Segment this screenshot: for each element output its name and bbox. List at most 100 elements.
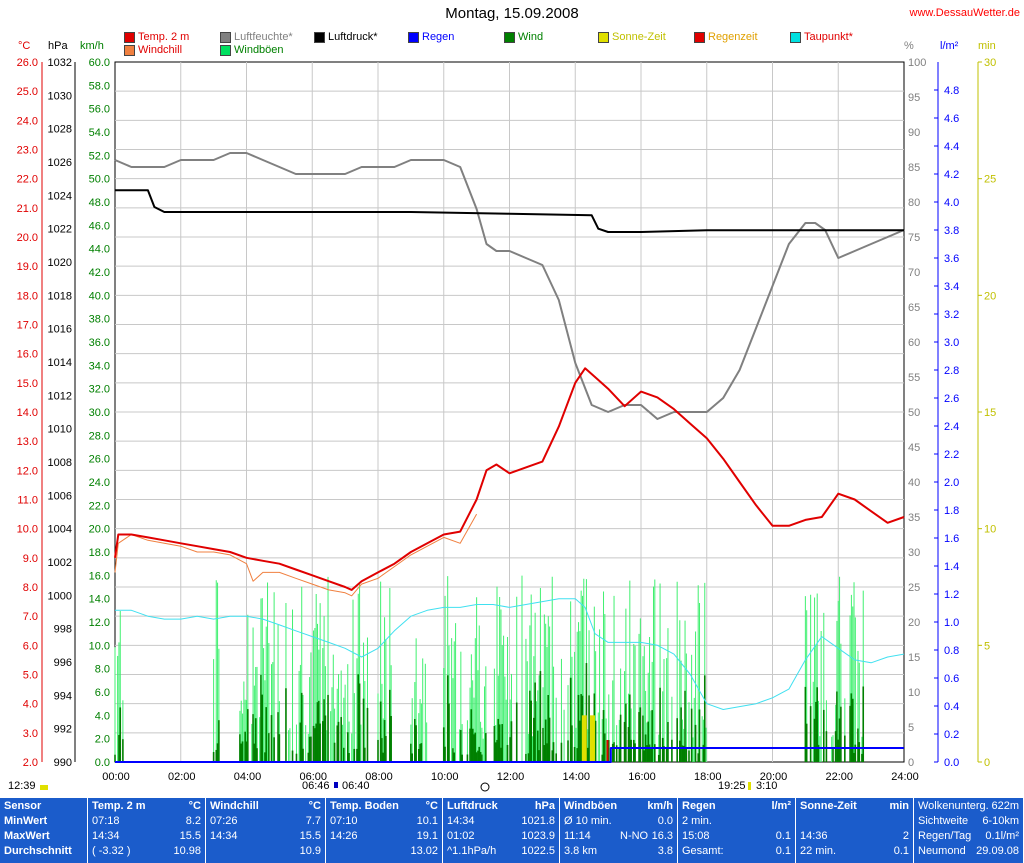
rain-tick-label: 1.2	[944, 589, 959, 601]
footer-cell-label: 07:18	[92, 815, 120, 827]
footer-column: Sensor MinWert MaxWert Durchschnitt	[0, 798, 88, 863]
sun-tick-label: 15	[984, 407, 996, 419]
humidity-tick-label: 20	[908, 617, 920, 629]
temp-tick-label: 2.0	[23, 757, 38, 769]
footer-cell-label: 11:14	[564, 830, 591, 842]
x-tick-label: 10:00	[431, 771, 459, 783]
wind-tick-label: 8.0	[95, 664, 110, 676]
humidity-tick-label: 65	[908, 302, 920, 314]
legend-item: Temp. 2 m	[124, 31, 189, 43]
humidity-tick-label: 100	[908, 57, 926, 69]
rain-tick-label: 1.6	[944, 533, 959, 545]
humidity-tick-label: 80	[908, 197, 920, 209]
legend-label: Regen	[422, 31, 455, 43]
footer-cell-value: 0.1	[775, 830, 791, 842]
wind-tick-label: 46.0	[89, 220, 110, 232]
humidity-tick-label: 15	[908, 652, 920, 664]
x-tick-label: 18:00	[694, 771, 722, 783]
wind-tick-label: 56.0	[89, 104, 110, 116]
footer-cell-label: 3.8 km	[564, 845, 598, 857]
temp-tick-label: 16.0	[17, 349, 38, 361]
series-line-luftfeuchte	[114, 152, 905, 420]
moonrise-time: 3:10	[756, 780, 778, 792]
series-line-luftdruck	[115, 189, 904, 233]
footer-row: 13.02	[326, 844, 442, 859]
rain-tick-label: 2.8	[944, 365, 959, 377]
footer-column: Luftdruck hPa 14:34 1021.8 01:02 1023.9 ^1.1hP…	[443, 798, 560, 863]
footer-cell-label: 15:08	[682, 830, 710, 842]
sun-tick-label: 30	[984, 57, 996, 69]
legend-item: Sonne-Zeit	[598, 31, 666, 43]
footer-head-unit: km/h	[647, 800, 673, 812]
pressure-tick-label: 1006	[48, 490, 72, 502]
footer-head-label: Temp. Boden	[330, 800, 399, 812]
site-link[interactable]: www.DessauWetter.de	[909, 7, 1020, 19]
humidity-tick-label: 55	[908, 372, 920, 384]
legend-item: Windchill	[124, 44, 182, 56]
x-tick-label: 02:00	[168, 771, 196, 783]
wind-tick-label: 58.0	[89, 80, 110, 92]
humidity-tick-label: 60	[908, 337, 920, 349]
footer-cell-label: 14:34	[92, 830, 120, 842]
footer-cell-label: 2 min.	[682, 815, 712, 827]
sunshine-bar	[581, 715, 587, 762]
footer-cell-value: 2	[902, 830, 909, 842]
pressure-tick-label: 1024	[48, 190, 72, 202]
wind-tick-label: 14.0	[89, 594, 110, 606]
footer-cell-mid: N-NO	[620, 830, 649, 842]
rain-tick-label: 1.4	[944, 561, 959, 573]
footer-head-label: Regen	[682, 800, 716, 812]
footer-head-unit: l/m²	[771, 800, 791, 812]
series-line-windchill	[114, 513, 478, 597]
humidity-tick-label: 45	[908, 442, 920, 454]
footer-head: Temp. Boden °C	[326, 798, 442, 814]
wind-tick-label: 6.0	[95, 687, 110, 699]
footer-row: MaxWert	[0, 829, 87, 844]
temp-tick-label: 21.0	[17, 203, 38, 215]
rain-tick-label: 1.0	[944, 617, 959, 629]
humidity-tick-label: 35	[908, 512, 920, 524]
footer-head: Sensor	[0, 798, 87, 814]
humidity-tick-label: 5	[908, 722, 914, 734]
pressure-tick-label: 1020	[48, 257, 72, 269]
rain-tick-label: 0.6	[944, 673, 959, 685]
footer-cell-label: 22 min.	[800, 845, 837, 857]
footer-head: Luftdruck hPa	[443, 798, 559, 814]
footer-head-label: Luftdruck	[447, 800, 498, 812]
legend-swatch	[220, 44, 231, 56]
rain-tick-label: 3.2	[944, 309, 959, 321]
rain-tick-label: 4.4	[944, 141, 959, 153]
series-line-temp2m	[114, 367, 905, 591]
footer-cell-value: 10.9	[299, 845, 321, 857]
temp-tick-label: 18.0	[17, 290, 38, 302]
footer-column: Sonne-Zeit min 14:36 2 22 min. 0.1	[796, 798, 914, 863]
temp-tick-label: 12.0	[17, 465, 38, 477]
footer-cell-value: 1023.9	[521, 830, 555, 842]
rain-tick-label: 3.6	[944, 253, 959, 265]
footer-head: Wolkenunterg. 622m	[914, 798, 1023, 814]
footer-cell-value: 0.1	[893, 845, 909, 857]
legend-swatch	[220, 31, 231, 43]
footer-row: 14:36 2	[796, 829, 913, 844]
pressure-tick-label: 1008	[48, 457, 72, 469]
wind-tick-label: 20.0	[89, 524, 110, 536]
pressure-tick-label: 1016	[48, 324, 72, 336]
sunrise-marker	[334, 782, 338, 788]
footer-cell-value: 0.1l/m²	[985, 830, 1019, 842]
x-tick-label: 20:00	[760, 771, 788, 783]
footer-cell-label: 07:10	[330, 815, 358, 827]
wind-tick-label: 28.0	[89, 430, 110, 442]
legend-label: Luftfeuchte*	[234, 31, 293, 43]
wind-axis-title: km/h	[80, 40, 104, 52]
temp-tick-label: 9.0	[23, 553, 38, 565]
footer-head-label: Wolkenunterg.	[918, 800, 989, 812]
pressure-tick-label: 1028	[48, 124, 72, 136]
temp-tick-label: 3.0	[23, 728, 38, 740]
series-line-regen	[115, 747, 904, 763]
legend-label: Regenzeit	[708, 31, 758, 43]
footer-cell-label: Ø 10 min.	[564, 815, 612, 827]
footer-row: 14:34 15.5	[206, 829, 325, 844]
legend-label: Luftdruck*	[328, 31, 378, 43]
temp-tick-label: 6.0	[23, 640, 38, 652]
pressure-tick-label: 1022	[48, 224, 72, 236]
